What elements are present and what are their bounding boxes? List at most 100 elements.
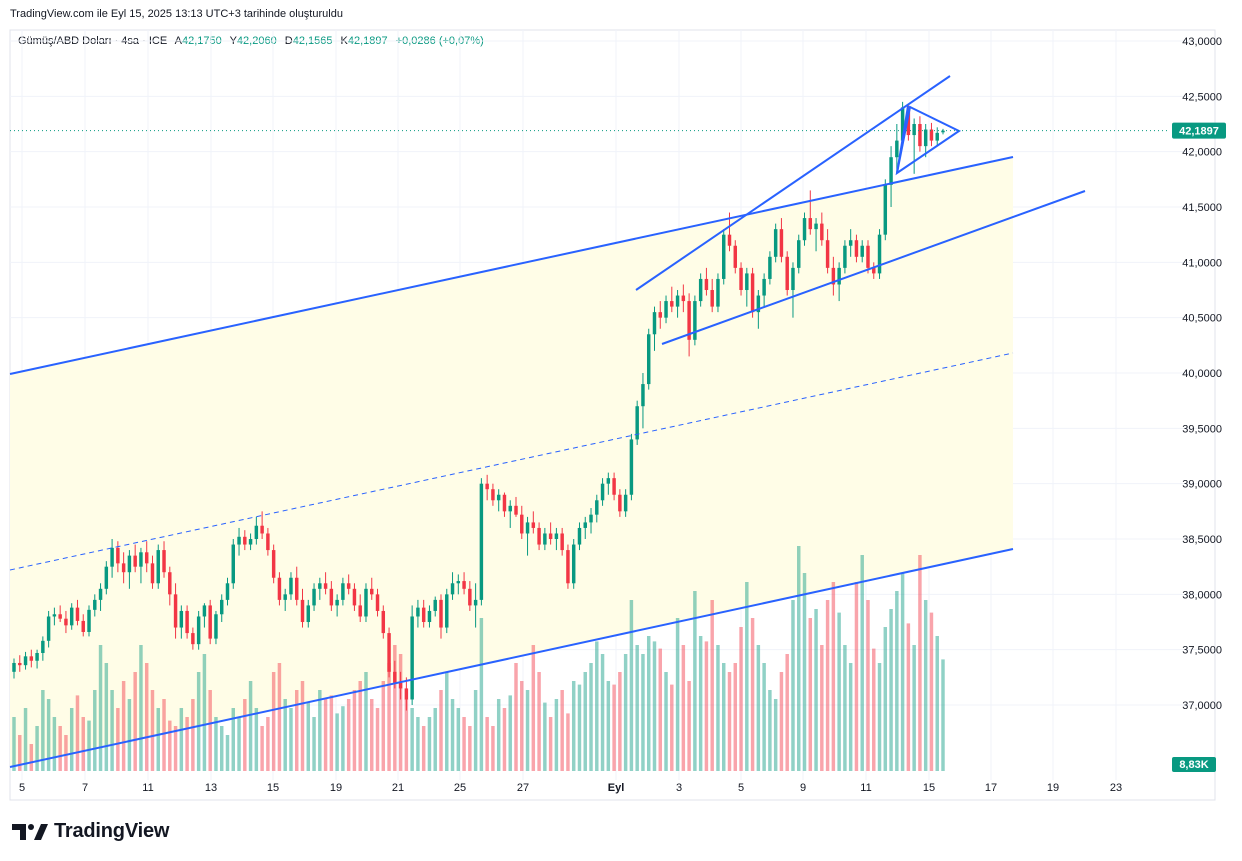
candle-body — [231, 544, 235, 584]
candle-body — [462, 581, 466, 589]
price-tick-label: 39,0000 — [1182, 479, 1222, 491]
candle-body — [196, 616, 201, 645]
volume-bar — [381, 681, 386, 771]
price-tick-label: 37,0000 — [1182, 700, 1222, 712]
candle-body — [375, 594, 380, 611]
price-tick-label: 42,5000 — [1182, 91, 1222, 103]
candle-body — [23, 656, 28, 666]
candle-body — [722, 234, 726, 279]
candle-body — [739, 267, 743, 291]
volume-bar — [150, 690, 155, 771]
candle-body — [289, 577, 293, 595]
candle-body — [358, 605, 362, 617]
time-tick-label: 9 — [800, 782, 806, 794]
volume-bar — [900, 573, 905, 771]
candle-body — [941, 130, 945, 133]
drawings — [9, 75, 1086, 768]
time-tick-label: 17 — [985, 782, 997, 794]
volume-bar — [825, 600, 830, 771]
time-axis: 5 7 11 13 15 19 21 25 27 Eyl 3 5 9 11 15 17 19 23 — [19, 782, 1122, 794]
volume-bar — [906, 623, 911, 771]
candle-body — [906, 107, 911, 136]
volume-bar — [791, 600, 795, 771]
candle-body — [381, 610, 386, 634]
volume-bar — [785, 654, 789, 771]
brand-logo[interactable]: TradingView — [12, 820, 169, 843]
candle-body — [704, 278, 709, 291]
candle-body — [618, 494, 622, 512]
volume-bar — [566, 713, 570, 771]
candle-body — [445, 594, 449, 628]
candle-body — [214, 614, 218, 639]
volume-bar — [456, 708, 461, 771]
candle-body — [208, 605, 212, 639]
volume-bar — [416, 717, 420, 771]
volume-bar — [341, 706, 345, 771]
time-tick-label: 27 — [517, 782, 529, 794]
volume-bar — [312, 717, 316, 771]
candle-body — [802, 218, 807, 241]
price-badge[interactable]: 42,1897 — [1172, 122, 1226, 139]
time-tick-label: 15 — [267, 782, 279, 794]
candle-body — [750, 273, 755, 313]
candle-body — [410, 616, 414, 700]
volume-bar — [895, 591, 899, 771]
volume-bar — [93, 690, 97, 771]
time-tick-label: 19 — [330, 782, 342, 794]
volume-bar — [710, 600, 714, 771]
time-tick-label: 5 — [738, 782, 744, 794]
volume-badge-text: 8,83K — [1179, 759, 1208, 771]
volume-bar — [46, 699, 51, 771]
volume-bar — [479, 618, 484, 771]
volume-bar — [450, 699, 455, 771]
time-tick-label: 13 — [205, 782, 217, 794]
candle-body — [225, 583, 230, 600]
candle-body — [520, 514, 524, 534]
volume-bar — [762, 663, 766, 771]
candle-body — [716, 278, 720, 307]
volume-bar — [722, 663, 726, 771]
candle-body — [860, 245, 864, 257]
candle-body — [121, 563, 126, 573]
price-tick-label: 42,0000 — [1182, 147, 1222, 159]
volume-bar — [883, 627, 888, 771]
candle-body — [162, 550, 166, 573]
volume-bar — [35, 726, 39, 771]
volume-bar — [843, 645, 847, 771]
volume-bar — [589, 663, 593, 771]
volume-bar — [779, 672, 784, 771]
volume-bar — [283, 699, 287, 771]
volume-bar — [208, 690, 212, 771]
volume-bar — [820, 645, 824, 771]
candle-body — [923, 129, 928, 147]
volume-bar — [496, 699, 501, 771]
volume-bar — [87, 720, 91, 771]
volume-bar — [693, 591, 697, 771]
candle-body — [768, 256, 772, 279]
time-tick-label: Eyl — [608, 782, 625, 794]
candle-body — [543, 533, 547, 545]
time-tick-label: 25 — [454, 782, 466, 794]
volume-bar — [64, 735, 68, 771]
volume-badge[interactable]: 8,83K — [1172, 757, 1216, 772]
volume-bar — [133, 672, 137, 771]
candle-body — [537, 527, 541, 545]
volume-bar — [941, 659, 945, 771]
candle-body — [318, 583, 322, 589]
candle-body — [202, 605, 207, 617]
candle-body — [427, 610, 432, 623]
candle-body — [583, 522, 587, 528]
volume-bar — [681, 645, 686, 771]
volume-bar — [18, 735, 22, 771]
candle-body — [93, 599, 97, 610]
candle-body — [670, 301, 674, 307]
candle-body — [335, 599, 339, 606]
volume-bar — [543, 702, 547, 771]
candle-body — [687, 301, 691, 340]
candle-body — [370, 588, 374, 595]
candle-body — [173, 594, 178, 628]
candle-body — [185, 610, 189, 634]
time-tick-label: 15 — [923, 782, 935, 794]
candle-body — [87, 609, 91, 632]
